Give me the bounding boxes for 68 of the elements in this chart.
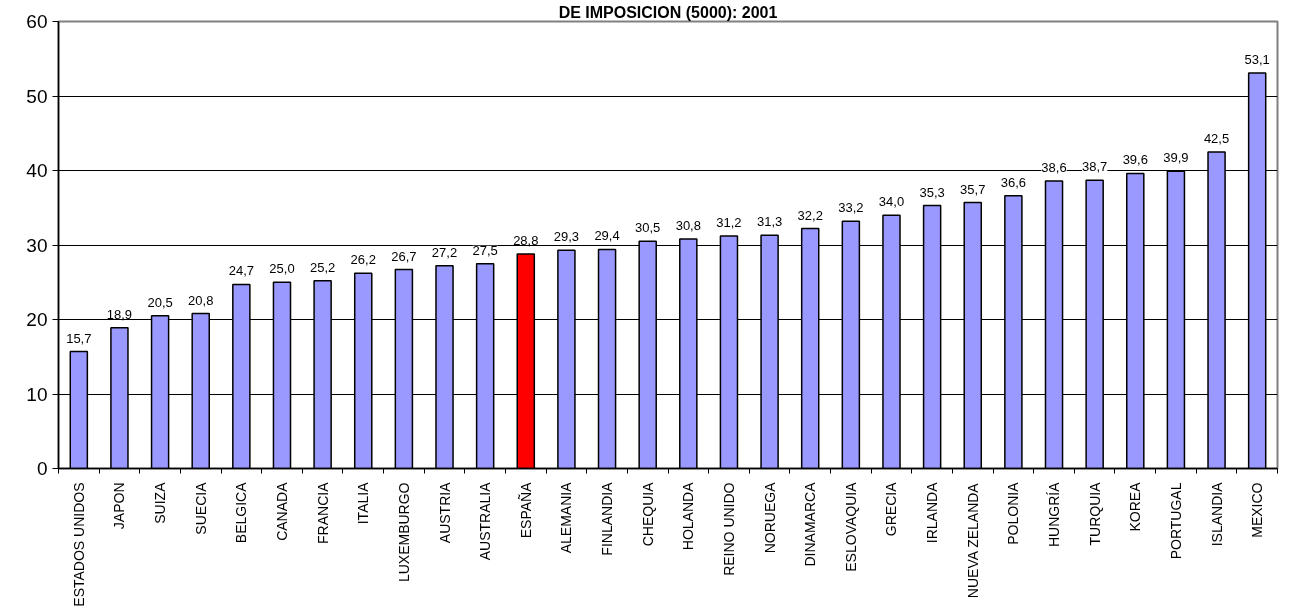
data-label: 53,1: [1244, 51, 1270, 67]
x-tick-label: ESLOVAQUIA: [842, 481, 859, 572]
y-tick-label: 50: [26, 85, 48, 107]
data-label: 30,8: [675, 218, 701, 234]
x-tick-label: ISLANDIA: [1208, 481, 1225, 547]
x-tick-label: FRANCIA: [314, 481, 331, 544]
data-label: 27,5: [472, 242, 498, 258]
x-tick-label: PORTUGAL: [1167, 482, 1184, 560]
data-label: 39,6: [1122, 152, 1148, 168]
data-label: 36,6: [1000, 174, 1027, 190]
x-tick-label: AUSTRIA: [436, 481, 453, 544]
data-label: 32,2: [797, 207, 823, 223]
chart-title: DE IMPOSICION (5000): 2001: [558, 3, 778, 21]
y-tick-label: 10: [26, 383, 48, 405]
x-tick-label: NORUEGA: [761, 481, 778, 554]
x-tick-label: SUIZA: [152, 481, 169, 524]
x-tick-label: LUXEMBURGO: [395, 482, 412, 583]
x-tick-label: GRECIA: [883, 481, 900, 537]
x-tick-label: HOLANDA: [680, 481, 697, 551]
x-tick-label: CHEQUIA: [639, 481, 656, 547]
data-label: 42,5: [1203, 130, 1230, 146]
data-label: 20,8: [188, 292, 214, 308]
x-tick-label: IRLANDA: [924, 481, 941, 544]
data-label: 28,8: [513, 232, 539, 248]
data-label: 33,2: [838, 200, 864, 216]
data-label: 39,9: [1163, 150, 1189, 166]
data-label: 29,4: [594, 228, 620, 244]
x-tick-label: NUEVA ZELANDA: [964, 482, 981, 599]
y-tick-label: 20: [26, 309, 48, 330]
data-label: 30,5: [635, 220, 661, 236]
data-label: 38,6: [1041, 159, 1067, 175]
x-tick-label: ESTADOS UNIDOS: [70, 482, 87, 607]
data-label: 31,2: [716, 215, 742, 231]
x-tick-label: TURQUIA: [1086, 481, 1103, 546]
y-tick-label: 30: [26, 234, 48, 256]
data-label: 15,7: [66, 330, 92, 346]
x-tick-label: HUNGRÍA: [1046, 481, 1063, 548]
x-tick-label: REINO UNIDO: [720, 482, 737, 576]
data-label: 35,3: [919, 184, 945, 200]
x-tick-label: ESPAÑA: [517, 481, 534, 539]
data-label: 26,2: [350, 252, 376, 268]
x-tick-label: JAPON: [111, 482, 128, 530]
y-tick-label: 0: [36, 458, 48, 479]
x-tick-label: SUECIA: [192, 481, 209, 535]
data-label: 27,2: [431, 244, 458, 260]
data-label: 29,3: [553, 229, 580, 245]
data-label: 20,5: [147, 294, 173, 310]
x-tick-label: KOREA: [1127, 481, 1144, 532]
x-tick-label: CANADA: [273, 481, 290, 541]
x-tick-label: AUSTRALIA: [477, 481, 494, 561]
x-tick-label: MEXICO: [1249, 482, 1266, 538]
y-tick-label: 60: [26, 11, 48, 32]
x-tick-label: ALEMANIA: [558, 481, 575, 554]
data-label: 31,3: [756, 214, 783, 230]
data-label: 38,7: [1082, 159, 1108, 175]
y-tick-label: 40: [26, 160, 48, 181]
x-tick-label: POLONIA: [1005, 481, 1022, 545]
data-label: 24,7: [228, 263, 255, 279]
data-label: 25,2: [309, 259, 336, 275]
data-label: 35,7: [960, 181, 986, 197]
x-tick-label: BELGICA: [233, 481, 250, 544]
x-tick-label: ITALIA: [355, 481, 372, 525]
x-tick-label: DINAMARCA: [802, 481, 819, 567]
data-label: 25,0: [269, 261, 295, 277]
data-label: 26,7: [391, 248, 417, 264]
data-label: 18,9: [106, 306, 133, 322]
x-tick-label: FINLANDIA: [599, 481, 616, 556]
data-label: 34,0: [878, 194, 905, 210]
